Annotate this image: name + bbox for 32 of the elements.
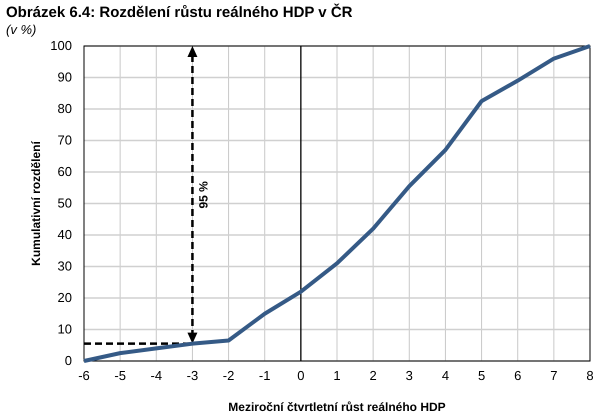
x-tick-label: -5 [114,368,126,384]
y-tick-label: 50 [58,196,72,211]
x-tick-label: -3 [186,368,198,384]
y-tick-label: 70 [58,132,72,148]
x-tick-label: -6 [78,368,90,384]
x-tick-label: 6 [514,368,522,384]
x-tick-label: 0 [297,368,304,384]
x-tick-label: 4 [442,368,450,384]
y-tick-label: 90 [58,70,72,85]
chart-title: Obrázek 6.4: Rozdělení růstu reálného HDP v ČR [6,3,353,21]
x-tick-label: -1 [258,368,270,384]
y-tick-label: 10 [58,322,72,337]
x-tick-label: 2 [370,368,377,384]
y-axis-title: Kumulativní rozdělení [29,140,43,266]
y-tick-label: 100 [50,38,72,54]
line-series [82,44,592,363]
y-tick-label: 30 [58,258,72,274]
y-tick-label: 40 [58,227,72,242]
x-tick-label: 1 [333,368,341,384]
y-tick-label: 0 [64,353,72,368]
y-tick-label: 60 [58,164,72,180]
x-tick-label: 7 [550,368,558,384]
x-tick-label: -2 [222,368,234,384]
x-tick-label: 5 [478,368,486,384]
chart-subtitle: (v %) [6,22,36,37]
y-tick-label: 80 [58,101,72,116]
x-tick-label: 3 [406,368,413,384]
x-axis-title: Meziroční čtvrtletní růst reálného HDP [228,400,446,414]
x-tick-label: 8 [586,368,594,384]
y-tick-label: 20 [58,290,72,306]
x-tick-label: -4 [150,368,162,384]
annotation: 95 % [196,180,210,209]
